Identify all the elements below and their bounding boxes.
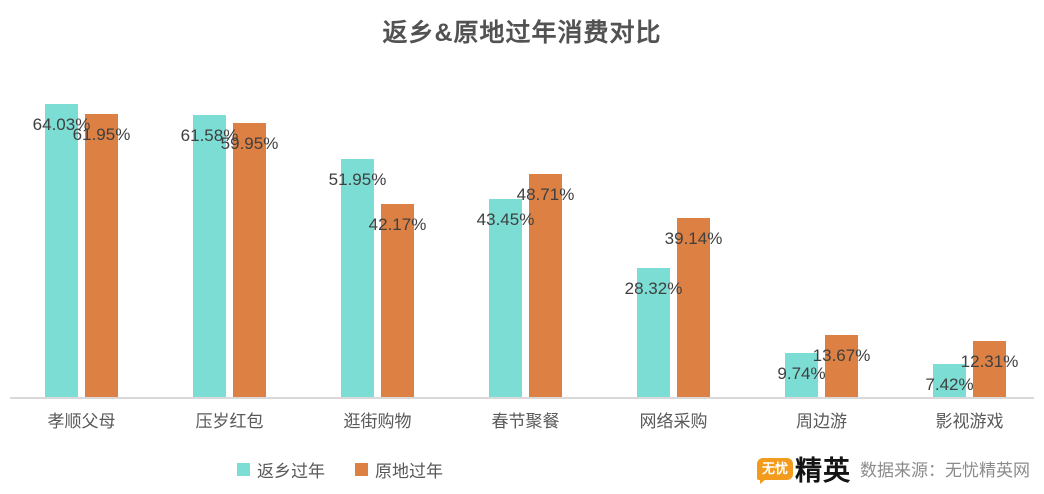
chart-title: 返乡&原地过年消费对比: [382, 19, 662, 47]
legend-item-yuandi: 原地过年: [355, 457, 443, 482]
bar-value-label: 13.67%: [812, 346, 871, 366]
bar-value-label: 39.14%: [664, 229, 723, 249]
51job-elite-logo: 无忧 精英: [756, 449, 851, 488]
category-label: 周边游: [796, 412, 847, 431]
category-label: 孝顺父母: [47, 412, 116, 431]
legend-swatch: [237, 463, 250, 476]
category-label: 逛街购物: [343, 412, 412, 431]
legend-label: 返乡过年: [257, 462, 325, 481]
category-label: 影视游戏: [935, 412, 1004, 431]
category-label: 压岁红包: [195, 412, 264, 431]
bar-value-label: 51.95%: [328, 170, 387, 190]
bar-value-label: 9.74%: [777, 364, 826, 384]
bar-value-label: 12.31%: [960, 352, 1019, 372]
legend-swatch: [355, 463, 368, 476]
bar-yuandi: [825, 335, 858, 398]
bar-yuandi: [677, 218, 710, 398]
bar-yuandi: [85, 113, 118, 398]
bar-fanxiang: [341, 159, 374, 398]
x-axis-line: [10, 397, 1034, 399]
bar-value-label: 61.95%: [72, 124, 131, 144]
category-label: 网络采购: [639, 412, 708, 431]
bar-value-label: 48.71%: [516, 185, 575, 205]
legend-item-fanxiang: 返乡过年: [237, 457, 325, 482]
legend: 返乡过年 原地过年: [0, 457, 680, 482]
bar-fanxiang: [933, 363, 966, 398]
bar-yuandi: [233, 122, 266, 398]
bar-fanxiang: [45, 104, 78, 398]
bar-value-label: 42.17%: [368, 215, 427, 235]
category-label: 春节聚餐: [491, 412, 560, 431]
legend-label: 原地过年: [375, 462, 443, 481]
bar-yuandi: [973, 341, 1006, 398]
bar-value-label: 7.42%: [925, 374, 974, 394]
bar-yuandi: [529, 174, 562, 398]
bar-fanxiang: [637, 267, 670, 398]
bar-value-label: 28.32%: [624, 278, 683, 298]
bar-value-label: 43.45%: [476, 209, 535, 229]
bar-fanxiang: [489, 198, 522, 398]
bar-yuandi: [381, 204, 414, 398]
footer: 无忧 精英 数据来源：无忧精英网: [756, 449, 1030, 488]
bar-fanxiang: [785, 353, 818, 398]
data-source-text: 数据来源：无忧精英网: [860, 461, 1030, 480]
bar-fanxiang: [193, 115, 226, 398]
bar-value-label: 59.95%: [220, 133, 279, 153]
logo-name: 精英: [795, 456, 851, 486]
bar-value-label: 64.03%: [32, 115, 91, 135]
bar-value-label: 61.58%: [180, 126, 239, 146]
logo-badge: 无忧: [756, 457, 793, 484]
